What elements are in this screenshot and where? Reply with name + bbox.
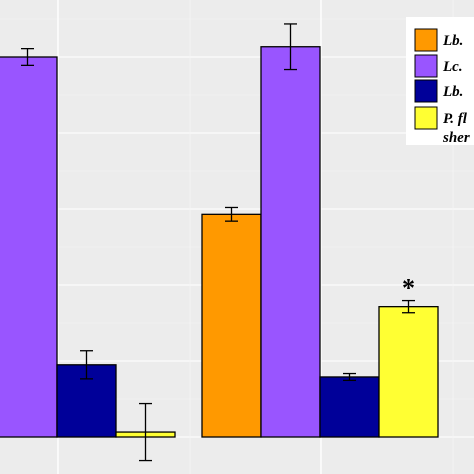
bar xyxy=(378,306,439,438)
error-bar xyxy=(21,47,34,67)
bars xyxy=(0,46,439,438)
legend-label: Lb. xyxy=(442,33,463,49)
bar xyxy=(260,46,321,438)
legend-label: Lc. xyxy=(442,59,463,75)
annotations: * xyxy=(402,274,415,303)
legend-key xyxy=(414,79,438,103)
legend-label: P. fl xyxy=(443,111,468,127)
legend-item: Lb. xyxy=(414,28,463,52)
legend-item: Lc. xyxy=(414,54,463,78)
error-bar xyxy=(284,23,297,71)
bar xyxy=(201,213,262,438)
legend-item: P. fl sher xyxy=(414,106,470,146)
legend-key xyxy=(414,54,438,78)
bar xyxy=(319,376,380,438)
legend-item: Lb. xyxy=(414,79,463,103)
legend-key xyxy=(414,28,438,52)
error-bar xyxy=(139,402,152,462)
error-bar xyxy=(225,206,238,222)
error-bar xyxy=(343,372,356,382)
error-bar xyxy=(80,350,93,380)
legend-key xyxy=(414,106,438,130)
legend: Lb. Lc. Lb. P. fl sher xyxy=(406,17,474,146)
error-bars xyxy=(21,23,415,462)
significance-marker: * xyxy=(402,274,415,303)
error-bar xyxy=(402,299,415,314)
legend-label: Lb. xyxy=(442,84,463,100)
bar xyxy=(0,56,58,438)
legend-label-line2: sher xyxy=(442,130,470,146)
